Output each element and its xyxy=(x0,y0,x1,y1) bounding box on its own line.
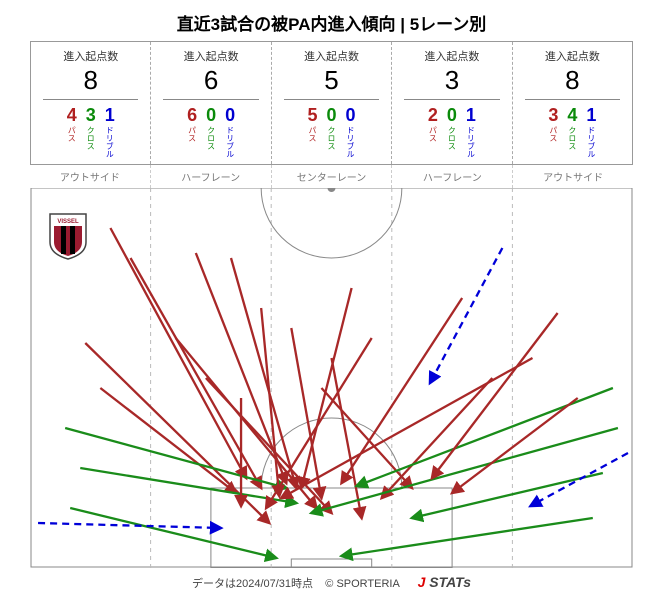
lane-col: 進入起点数 6 6パス 0クロス 0ドリブル xyxy=(151,42,271,164)
lane-col: 進入起点数 8 4パス 3クロス 1ドリブル xyxy=(31,42,151,164)
bd-cross: 0クロス xyxy=(326,106,337,158)
footer-data-note: データは2024/07/31時点 xyxy=(192,578,313,590)
lane-breakdown: 2パス 0クロス 1ドリブル xyxy=(396,106,507,158)
lane-total: 5 xyxy=(284,66,379,100)
cross-arrow xyxy=(311,428,618,513)
lane-breakdown: 5パス 0クロス 0ドリブル xyxy=(276,106,387,158)
pass-arrow xyxy=(281,358,532,498)
lane-col: 進入起点数 5 5パス 0クロス 0ドリブル xyxy=(272,42,392,164)
lane-total: 8 xyxy=(43,66,138,100)
bd-pass: 4パス xyxy=(66,106,77,158)
team-badge: VISSEL xyxy=(48,212,88,260)
pitch-svg xyxy=(30,188,633,568)
lane-label: 進入起点数 xyxy=(155,48,266,64)
lane-label: 進入起点数 xyxy=(517,48,628,64)
bd-dribble: 0ドリブル xyxy=(345,106,356,158)
footer: データは2024/07/31時点 © SPORTERIA J STATs xyxy=(0,568,663,591)
cross-arrow xyxy=(80,468,296,503)
badge-text: VISSEL xyxy=(57,219,79,225)
lane-name: アウトサイド xyxy=(30,165,151,188)
lane-total: 3 xyxy=(404,66,499,100)
lane-breakdown: 4パス 3クロス 1ドリブル xyxy=(35,106,146,158)
lane-name: ハーフレーン xyxy=(392,165,513,188)
dribble-arrow xyxy=(38,523,221,528)
lane-label: 進入起点数 xyxy=(396,48,507,64)
bd-pass: 5パス xyxy=(307,106,318,158)
lane-col: 進入起点数 8 3パス 4クロス 1ドリブル xyxy=(513,42,632,164)
bd-cross: 4クロス xyxy=(567,106,578,158)
pass-arrow xyxy=(332,358,362,518)
lane-total: 6 xyxy=(163,66,258,100)
cross-arrow xyxy=(342,518,593,556)
bd-cross: 3クロス xyxy=(85,106,96,158)
bd-dribble: 1ドリブル xyxy=(586,106,597,158)
lanes-header: 進入起点数 8 4パス 3クロス 1ドリブル 進入起点数 6 6パス 0クロス … xyxy=(30,41,633,165)
pass-arrow xyxy=(301,288,351,488)
bd-pass: 6パス xyxy=(187,106,198,158)
footer-copyright: © SPORTERIA xyxy=(325,578,399,590)
chart-title: 直近3試合の被PA内進入傾向 | 5レーン別 xyxy=(0,0,663,41)
lane-name: ハーフレーン xyxy=(151,165,272,188)
lane-col: 進入起点数 3 2パス 0クロス 1ドリブル xyxy=(392,42,512,164)
lane-names-row: アウトサイドハーフレーンセンターレーンハーフレーンアウトサイド xyxy=(30,165,633,188)
bd-pass: 2パス xyxy=(427,106,438,158)
cross-arrow xyxy=(412,473,603,518)
lane-label: 進入起点数 xyxy=(35,48,146,64)
bd-dribble: 0ドリブル xyxy=(225,106,236,158)
pass-arrow xyxy=(110,228,246,478)
chart-container: 直近3試合の被PA内進入傾向 | 5レーン別 進入起点数 8 4パス 3クロス … xyxy=(0,0,663,611)
pass-arrow xyxy=(321,388,411,488)
bd-dribble: 1ドリブル xyxy=(465,106,476,158)
lane-breakdown: 6パス 0クロス 0ドリブル xyxy=(155,106,266,158)
lane-name: アウトサイド xyxy=(513,165,633,188)
cross-arrow xyxy=(70,508,276,558)
bd-dribble: 1ドリブル xyxy=(104,106,115,158)
cross-arrow xyxy=(65,428,286,488)
footer-brand: J STATs xyxy=(418,574,471,590)
pass-arrow xyxy=(176,338,317,508)
bd-cross: 0クロス xyxy=(206,106,217,158)
pitch-wrap: VISSEL xyxy=(30,188,633,568)
bd-cross: 0クロス xyxy=(446,106,457,158)
bd-pass: 3パス xyxy=(548,106,559,158)
lane-breakdown: 3パス 4クロス 1ドリブル xyxy=(517,106,628,158)
lane-name: センターレーン xyxy=(272,165,393,188)
lane-total: 8 xyxy=(525,66,620,100)
dribble-arrow xyxy=(430,248,502,383)
lane-label: 進入起点数 xyxy=(276,48,387,64)
pass-arrow xyxy=(432,313,558,478)
pass-arrow xyxy=(100,388,236,493)
